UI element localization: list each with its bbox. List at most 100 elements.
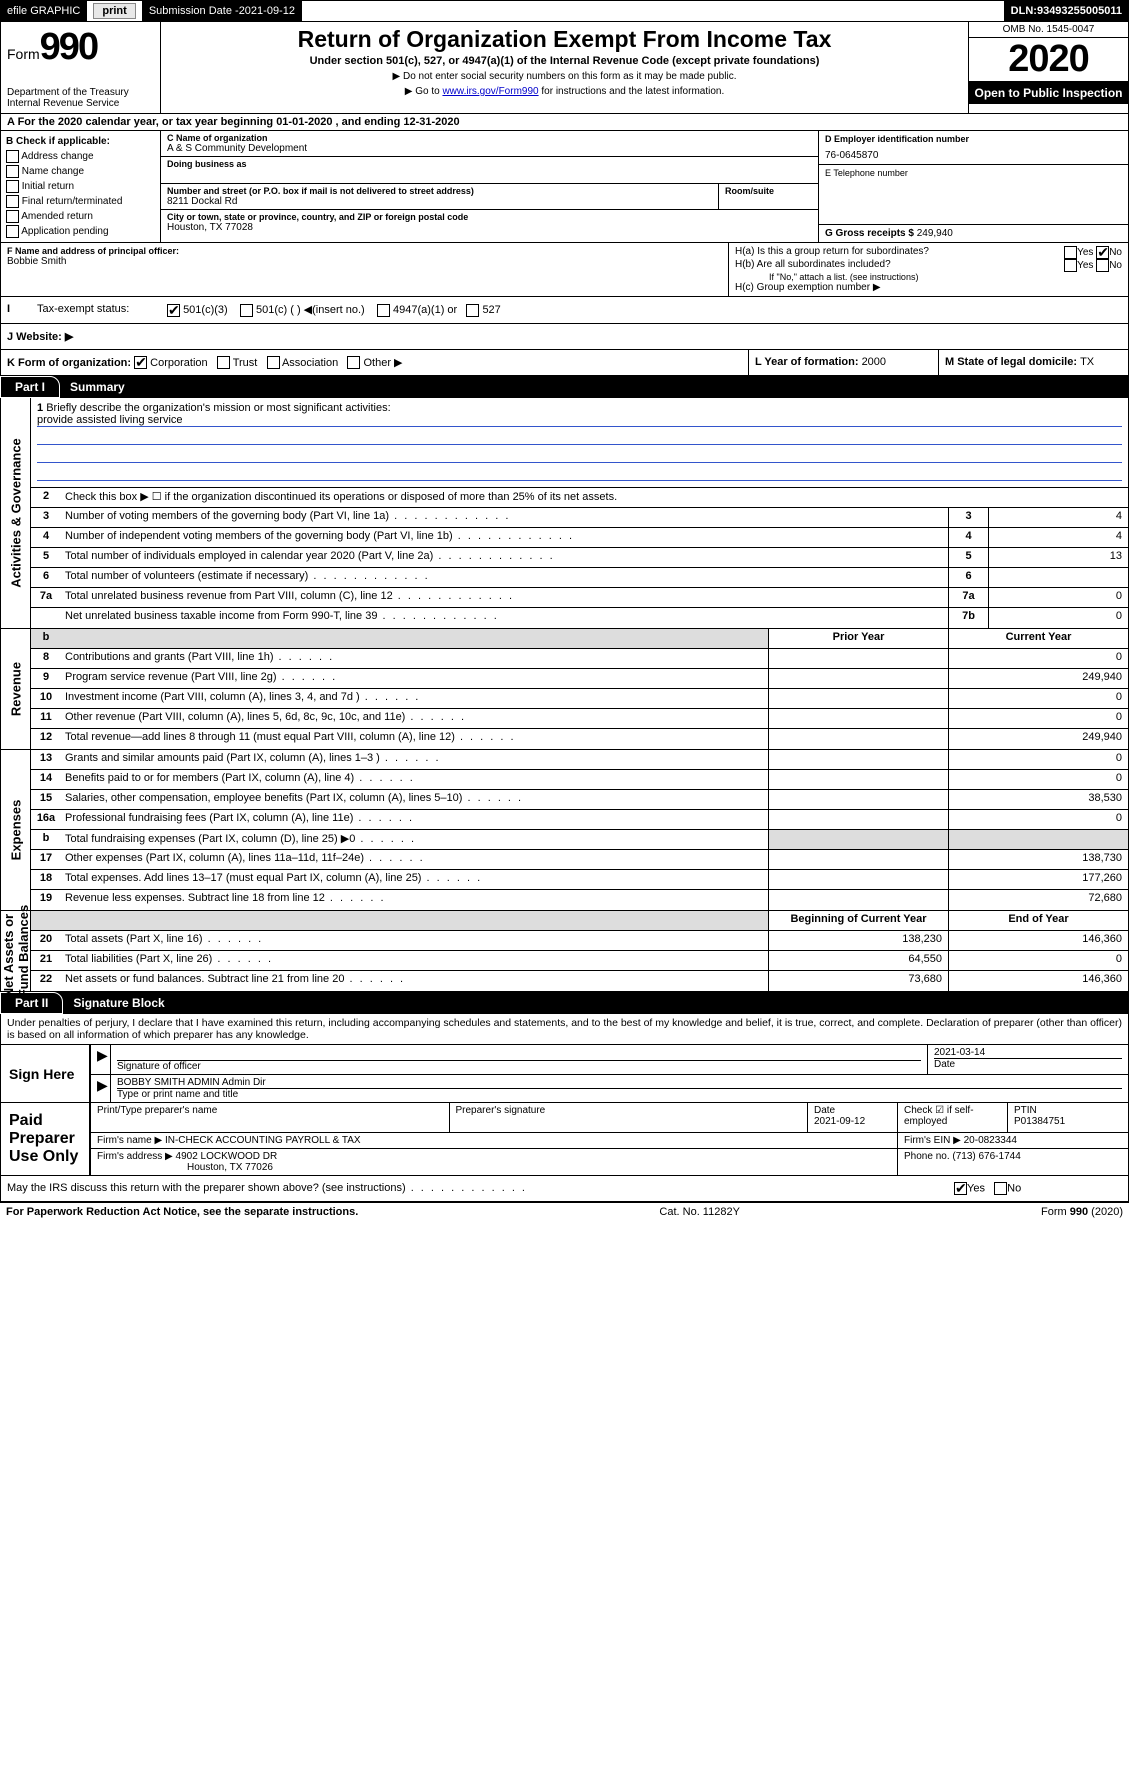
table-row: 10Investment income (Part VIII, column (… <box>31 689 1128 709</box>
part2-title: Signature Block <box>73 996 164 1010</box>
phone-label: E Telephone number <box>825 168 1122 178</box>
firm-phone: (713) 676-1744 <box>952 1151 1020 1162</box>
room-label: Room/suite <box>725 186 812 196</box>
officer-label: F Name and address of principal officer: <box>7 246 722 256</box>
table-row: 19Revenue less expenses. Subtract line 1… <box>31 890 1128 910</box>
dba-label: Doing business as <box>167 159 812 169</box>
dln-cell: DLN: 93493255005011 <box>1005 1 1128 21</box>
cb-initial-return[interactable]: Initial return <box>6 179 155 194</box>
box-deg: D Employer identification number 76-0645… <box>818 131 1128 242</box>
footer-mid: Cat. No. 11282Y <box>659 1206 740 1218</box>
tax-year: 2020 <box>969 38 1128 82</box>
cb-amended-label: Amended return <box>21 211 93 222</box>
cb-final-return-label: Final return/terminated <box>22 196 123 207</box>
table-row: 21Total liabilities (Part X, line 26)64,… <box>31 951 1128 971</box>
hb-label: H(b) Are all subordinates included? <box>735 259 891 272</box>
open-to-public: Open to Public Inspection <box>969 82 1128 104</box>
table-row: 15Salaries, other compensation, employee… <box>31 790 1128 810</box>
prep-date-value: 2021-09-12 <box>814 1116 891 1127</box>
cb-527[interactable] <box>466 304 479 317</box>
q1-blank3 <box>37 465 1122 481</box>
part2-header: Part II Signature Block <box>0 992 1129 1014</box>
hb-no: No <box>1109 260 1122 271</box>
print-button[interactable]: print <box>93 3 135 19</box>
cb-assoc[interactable] <box>267 356 280 369</box>
form-note-link: ▶ Go to www.irs.gov/Form990 for instruct… <box>171 86 958 97</box>
discuss-yes-cb[interactable] <box>954 1182 967 1195</box>
sign-here-label: Sign Here <box>1 1045 91 1102</box>
prep-name-label: Print/Type preparer's name <box>97 1105 443 1116</box>
page-footer: For Paperwork Reduction Act Notice, see … <box>0 1202 1129 1221</box>
dln-label: DLN: <box>1011 5 1037 17</box>
box-c: C Name of organization A & S Community D… <box>161 131 818 242</box>
side-revenue: Revenue <box>1 629 31 749</box>
org-name-label: C Name of organization <box>167 133 812 143</box>
hb-note: If "No," attach a list. (see instruction… <box>735 272 1122 282</box>
opt-527: 527 <box>482 304 500 316</box>
col-current: Current Year <box>948 629 1128 648</box>
table-row: 7aTotal unrelated business revenue from … <box>31 588 1128 608</box>
addr-label: Number and street (or P.O. box if mail i… <box>167 186 712 196</box>
cb-trust[interactable] <box>217 356 230 369</box>
cb-name-change[interactable]: Name change <box>6 164 155 179</box>
table-row: 20Total assets (Part X, line 16)138,2301… <box>31 931 1128 951</box>
opt-trust: Trust <box>233 357 258 369</box>
discuss-no-cb[interactable] <box>994 1182 1007 1195</box>
form-note-ssn: ▶ Do not enter social security numbers o… <box>171 71 958 82</box>
part1-header: Part I Summary <box>0 376 1129 398</box>
firm-phone-label: Phone no. <box>904 1151 952 1162</box>
website-label: J Website: ▶ <box>1 324 79 349</box>
cb-4947[interactable] <box>377 304 390 317</box>
sign-here-block: Sign Here ▶ Signature of officer 2021-03… <box>0 1045 1129 1103</box>
hc-label: H(c) Group exemption number ▶ <box>735 282 1122 293</box>
section-expenses: Expenses 13Grants and similar amounts pa… <box>0 750 1129 911</box>
discuss-yes: Yes <box>967 1183 985 1195</box>
discuss-row: May the IRS discuss this return with the… <box>0 1176 1129 1202</box>
form-header: Form990 Department of the Treasury Inter… <box>0 22 1129 114</box>
row-a-tax-year: A For the 2020 calendar year, or tax yea… <box>0 114 1129 131</box>
sig-officer-label: Signature of officer <box>117 1061 921 1072</box>
part1-num: Part I <box>0 376 60 398</box>
cb-501c3[interactable] <box>167 304 180 317</box>
header-left: Form990 Department of the Treasury Inter… <box>1 22 161 113</box>
prep-date-label: Date <box>814 1105 891 1116</box>
table-row: 5Total number of individuals employed in… <box>31 548 1128 568</box>
section-netassets: Net Assets orFund Balances Beginning of … <box>0 911 1129 992</box>
q2-text: Check this box ▶ ☐ if the organization d… <box>61 488 1128 507</box>
q1-text: Briefly describe the organization's miss… <box>46 402 390 414</box>
hb-yn: Yes No <box>1064 259 1122 272</box>
table-row: Net unrelated business taxable income fr… <box>31 608 1128 628</box>
cb-other[interactable] <box>347 356 360 369</box>
cb-initial-return-label: Initial return <box>22 181 74 192</box>
line-2: 2Check this box ▶ ☐ if the organization … <box>31 488 1128 508</box>
city-value: Houston, TX 77028 <box>167 222 812 233</box>
org-name: A & S Community Development <box>167 143 812 154</box>
side-netassets: Net Assets orFund Balances <box>1 911 31 991</box>
cb-501c[interactable] <box>240 304 253 317</box>
ptin-label: PTIN <box>1014 1105 1122 1116</box>
cb-corp[interactable] <box>134 356 147 369</box>
side-governance: Activities & Governance <box>1 398 31 628</box>
ha-no: No <box>1109 247 1122 258</box>
city-label: City or town, state or province, country… <box>167 212 812 222</box>
cb-final-return[interactable]: Final return/terminated <box>6 194 155 209</box>
submission-date-label: Submission Date - <box>149 5 239 17</box>
irs-link[interactable]: www.irs.gov/Form990 <box>442 86 538 97</box>
dln-value: 93493255005011 <box>1037 5 1122 17</box>
box-h: H(a) Is this a group return for subordin… <box>728 243 1128 296</box>
cb-address-change-label: Address change <box>21 151 93 162</box>
col-begin: Beginning of Current Year <box>768 911 948 930</box>
hb-yes: Yes <box>1077 260 1093 271</box>
col-prior: Prior Year <box>768 629 948 648</box>
prep-self-employed: Check ☑ if self-employed <box>898 1103 1008 1132</box>
q1-blank1 <box>37 429 1122 445</box>
table-row: 3Number of voting members of the governi… <box>31 508 1128 528</box>
cb-app-pending[interactable]: Application pending <box>6 224 155 239</box>
tax-exempt-label: Tax-exempt status: <box>31 297 161 323</box>
cb-amended[interactable]: Amended return <box>6 209 155 224</box>
cb-address-change[interactable]: Address change <box>6 149 155 164</box>
form-subtitle: Under section 501(c), 527, or 4947(a)(1)… <box>171 55 958 67</box>
form-number: Form990 <box>7 26 154 69</box>
firm-name: IN-CHECK ACCOUNTING PAYROLL & TAX <box>165 1135 361 1146</box>
officer-name: Bobbie Smith <box>7 256 722 267</box>
